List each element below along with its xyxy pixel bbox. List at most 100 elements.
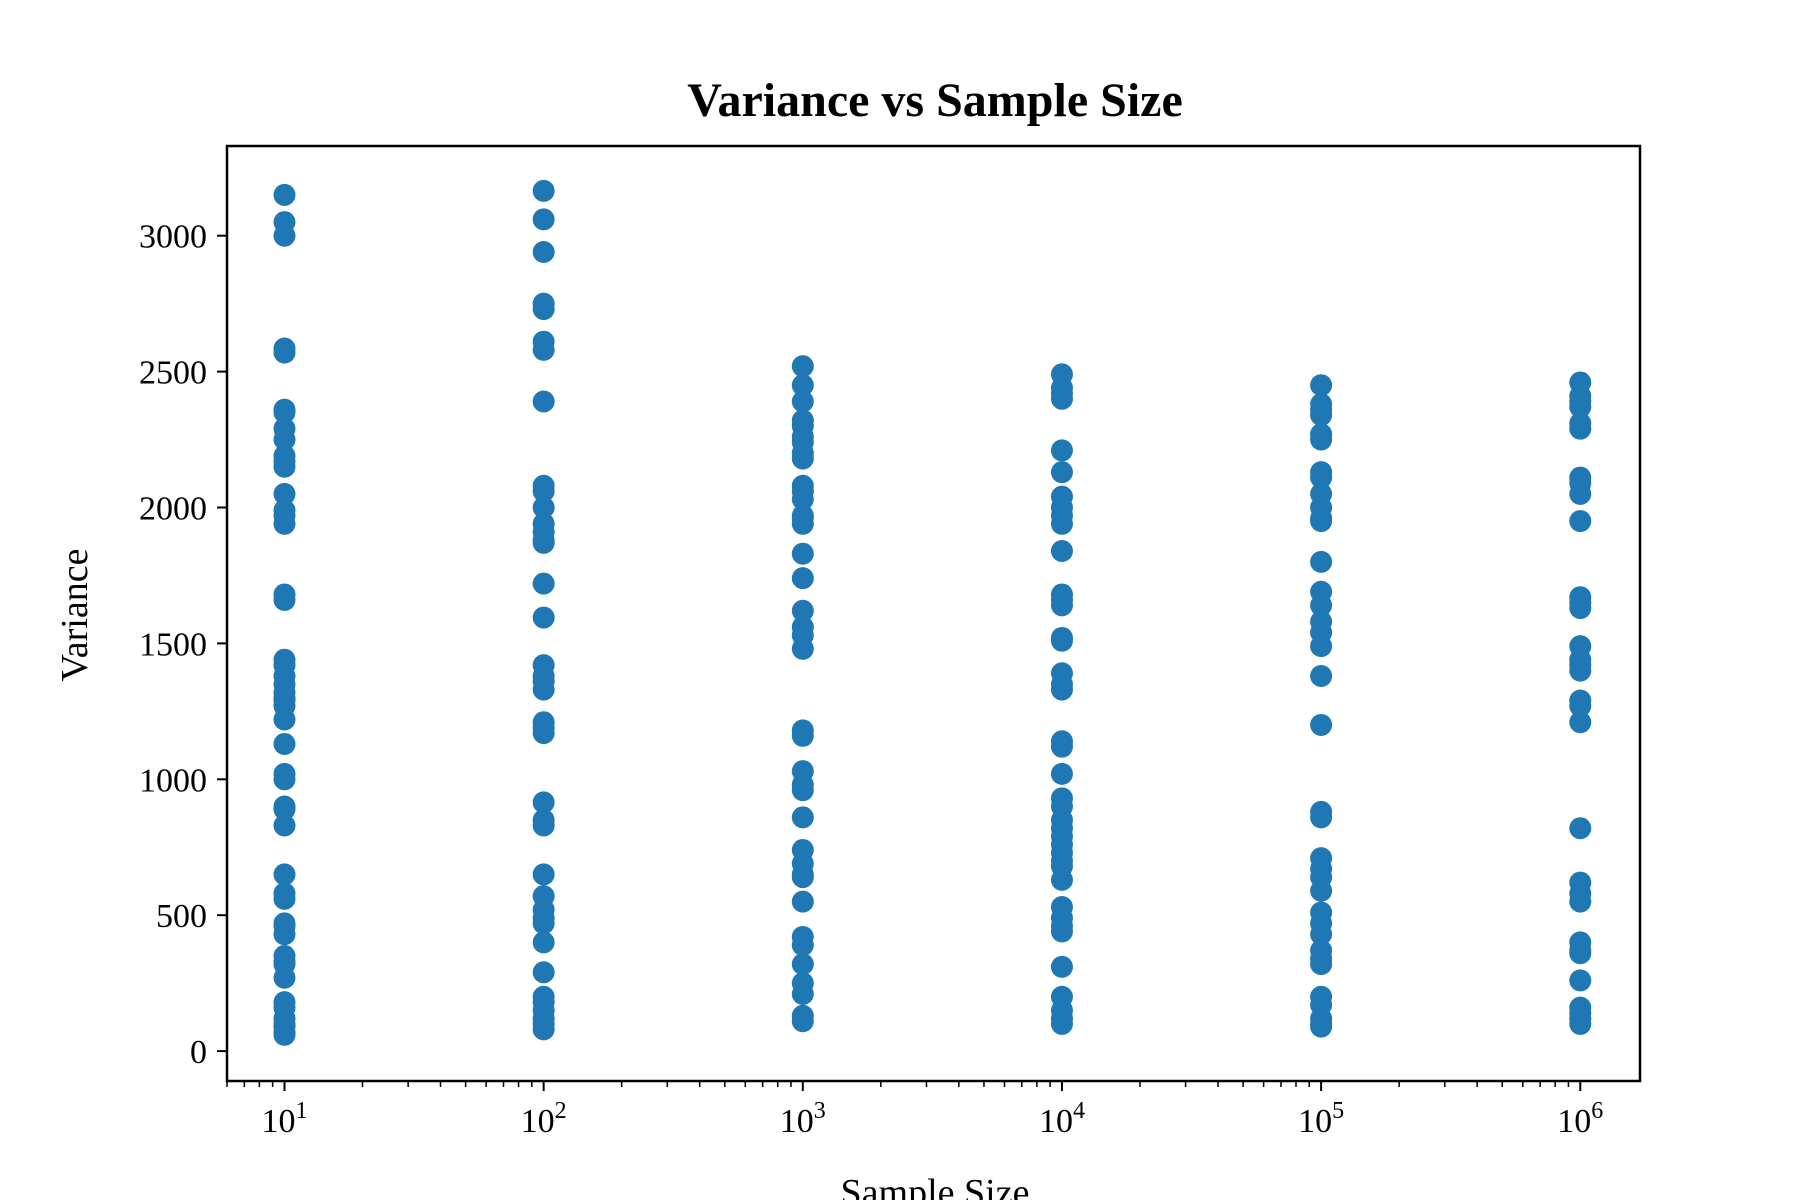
data-point — [532, 678, 555, 701]
data-point — [532, 1018, 555, 1041]
data-point — [791, 637, 814, 660]
data-point — [273, 966, 296, 989]
data-point — [1310, 510, 1333, 533]
y-axis: 0 500 1000 1500 2000 2500 3000 — [139, 219, 227, 1071]
data-point — [1310, 665, 1333, 688]
y-tick-label: 500 — [156, 898, 207, 935]
x-tick-label: 103 — [780, 1098, 826, 1140]
data-point — [1569, 482, 1592, 505]
data-point — [273, 923, 296, 946]
data-point — [791, 488, 814, 511]
chart-title: Variance vs Sample Size — [687, 74, 1183, 127]
data-point — [532, 814, 555, 837]
data-point — [1569, 659, 1592, 682]
data-point — [791, 890, 814, 913]
data-point — [532, 298, 555, 321]
data-point — [1050, 539, 1073, 562]
data-point — [273, 401, 296, 424]
data-point — [791, 953, 814, 976]
x-axis: 101 102 103 104 105 106 — [226, 1081, 1603, 1140]
y-tick-label: 3000 — [139, 219, 207, 256]
data-point — [273, 224, 296, 247]
data-point — [791, 390, 814, 413]
data-point — [532, 791, 555, 814]
data-point — [532, 480, 555, 503]
data-point — [1050, 439, 1073, 462]
data-point — [1569, 395, 1592, 418]
x-tick-label: 105 — [1298, 1098, 1344, 1140]
data-point — [1310, 953, 1333, 976]
data-point — [1310, 923, 1333, 946]
data-point — [791, 567, 814, 590]
data-point — [1310, 428, 1333, 451]
data-point — [1050, 678, 1073, 701]
data-point — [791, 779, 814, 802]
data-point — [791, 355, 814, 378]
data-point — [532, 208, 555, 231]
data-point — [532, 338, 555, 361]
x-tick-label: 101 — [261, 1098, 307, 1140]
data-point — [1050, 762, 1073, 785]
data-point — [273, 183, 296, 206]
data-point — [273, 341, 296, 364]
data-point — [1050, 594, 1073, 617]
data-point — [273, 814, 296, 837]
y-tick-label: 2500 — [139, 355, 207, 392]
data-point — [791, 934, 814, 957]
data-points — [273, 179, 1592, 1046]
data-point — [273, 512, 296, 535]
data-point — [1569, 890, 1592, 913]
data-point — [532, 179, 555, 202]
data-point — [532, 496, 555, 519]
y-tick-label: 1000 — [139, 762, 207, 799]
y-axis-label: Variance — [54, 549, 96, 682]
data-point — [791, 866, 814, 889]
data-point — [1569, 597, 1592, 620]
data-point — [1050, 955, 1073, 978]
y-tick-label: 2000 — [139, 490, 207, 527]
data-point — [273, 455, 296, 478]
data-point — [532, 863, 555, 886]
y-tick-label: 0 — [190, 1034, 207, 1071]
data-point — [532, 241, 555, 263]
x-tick-label: 102 — [521, 1098, 567, 1140]
data-point — [532, 531, 555, 554]
data-point — [1050, 512, 1073, 535]
data-point — [791, 806, 814, 829]
plot-frame — [225, 144, 1642, 1083]
data-point — [273, 588, 296, 611]
data-point — [1050, 629, 1073, 652]
data-point — [1569, 969, 1592, 992]
data-point — [1050, 1012, 1073, 1035]
data-point — [1310, 806, 1333, 829]
data-point — [791, 512, 814, 535]
data-point — [532, 722, 555, 745]
data-point — [791, 1010, 814, 1033]
data-point — [532, 390, 555, 413]
data-point — [1310, 713, 1333, 736]
data-point — [1310, 404, 1333, 427]
data-point — [1569, 817, 1592, 840]
data-point — [1569, 510, 1592, 533]
data-point — [1569, 942, 1592, 965]
data-point — [1050, 461, 1073, 484]
data-point — [273, 1023, 296, 1046]
data-point — [532, 606, 555, 629]
data-point — [1310, 1015, 1333, 1038]
data-point — [273, 768, 296, 791]
x-axis-label: Sample Size — [841, 1172, 1030, 1200]
data-point — [273, 708, 296, 731]
data-point — [1569, 1012, 1592, 1035]
data-point — [532, 931, 555, 954]
data-point — [273, 428, 296, 451]
data-point — [1569, 417, 1592, 440]
data-point — [1050, 735, 1073, 758]
data-point — [1310, 374, 1333, 397]
data-point — [1050, 920, 1073, 943]
x-tick-label: 104 — [1039, 1098, 1085, 1140]
data-point — [273, 887, 296, 910]
data-point — [1310, 879, 1333, 902]
data-point — [1569, 694, 1592, 717]
y-tick-label: 1500 — [139, 626, 207, 663]
